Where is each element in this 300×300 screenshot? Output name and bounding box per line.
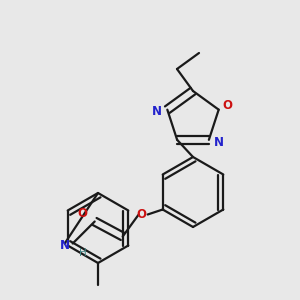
Text: N: N xyxy=(214,136,224,149)
Text: N: N xyxy=(152,105,162,118)
Text: O: O xyxy=(223,99,233,112)
Text: N: N xyxy=(60,239,70,252)
Text: O: O xyxy=(137,208,147,221)
Text: O: O xyxy=(78,207,88,220)
Text: H: H xyxy=(79,248,87,259)
